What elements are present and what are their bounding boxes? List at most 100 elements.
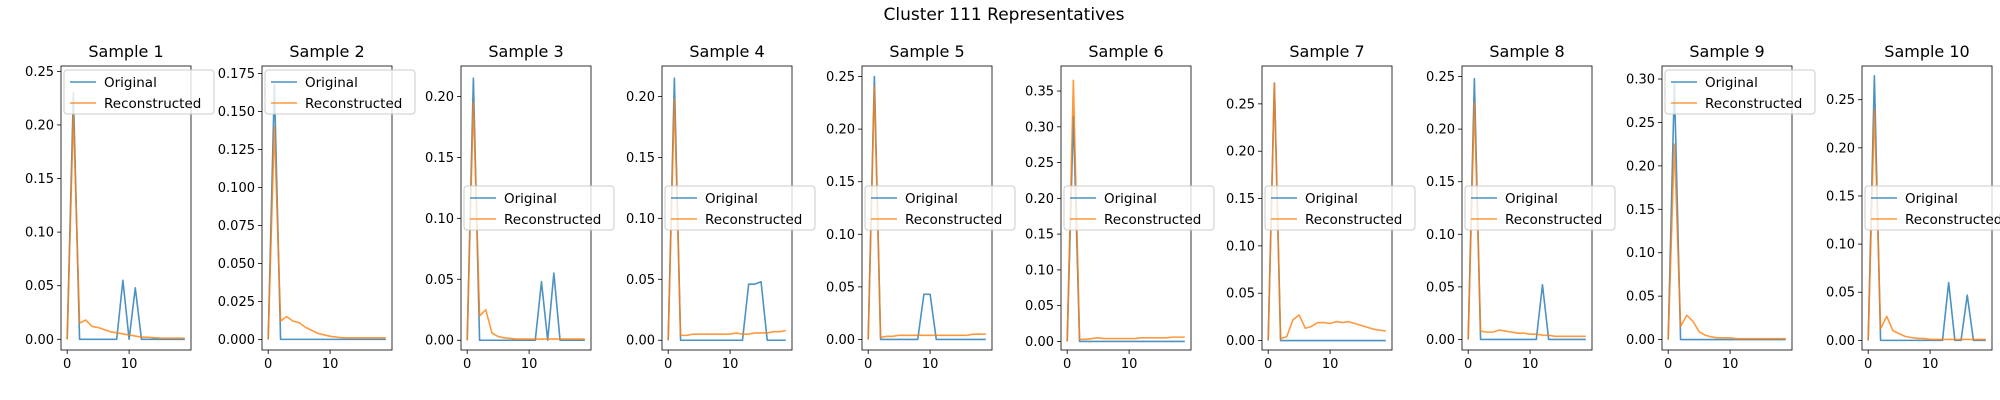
y-tick-label: 0.10 [1226,239,1255,254]
y-tick-label: 0.175 [218,67,255,82]
legend-label-original: Original [1705,75,1758,91]
subplot-4: Sample 4 0.00 0.05 0.10 0.15 0.20 0 10 Original R… [626,42,816,372]
y-tick-label: 0.15 [826,175,855,190]
subplot-1: Sample 1 0.00 0.05 0.10 0.15 0.20 0.25 0 10 Origi… [25,42,215,372]
y-tick-label: 0.000 [218,333,255,348]
x-tick-label: 10 [1922,357,1939,372]
y-tick-label: 0.150 [218,105,255,120]
legend-label-reconstructed: Reconstructed [1505,212,1602,228]
y-tick-label: 0.15 [1626,203,1655,218]
subplot-title: Sample 5 [889,42,964,61]
y-tick-label: 0.10 [826,228,855,243]
subplot-title: Sample 4 [689,42,764,61]
x-tick-label: 10 [1322,357,1339,372]
legend-label-original: Original [104,75,157,91]
y-tick-label: 0.00 [1626,333,1655,348]
y-tick-label: 0.050 [218,257,255,272]
y-tick-label: 0.05 [1025,299,1054,314]
subplot-title: Sample 3 [488,42,563,61]
subplot-title: Sample 10 [1884,42,1969,61]
subplot-title: Sample 7 [1289,42,1364,61]
x-tick-label: 0 [1264,357,1272,372]
y-tick-label: 0.20 [826,123,855,138]
series-line-reconstructed [867,86,986,340]
legend-label-original: Original [705,191,758,207]
legend-label-reconstructed: Reconstructed [305,96,402,112]
legend-label-reconstructed: Reconstructed [1905,212,2000,228]
series-line-original [66,91,185,341]
legend-box [1664,69,1816,115]
x-tick-label: 0 [1464,357,1472,372]
x-tick-label: 0 [1063,357,1071,372]
x-tick-label: 10 [121,357,138,372]
y-tick-label: 0.00 [1826,334,1855,349]
legend-label-original: Original [1905,191,1958,207]
x-tick-label: 10 [722,357,739,372]
series-line-reconstructed [1267,82,1386,341]
subplot-title: Sample 2 [289,42,364,61]
x-tick-label: 0 [63,357,71,372]
legend-label-reconstructed: Reconstructed [504,212,601,228]
y-tick-label: 0.25 [826,70,855,85]
legend: Original Reconstructed [1864,185,2000,231]
y-tick-label: 0.25 [1626,116,1655,131]
subplot-2: Sample 2 0.000 0.025 0.050 0.075 0.100 0.125 0.… [218,42,416,372]
legend: Original Reconstructed [1664,69,1816,115]
y-tick-label: 0.05 [1626,290,1655,305]
subplots: Sample 1 0.00 0.05 0.10 0.15 0.20 0.25 0 10 Origi… [25,42,2000,372]
y-tick-label: 0.15 [1025,228,1054,243]
series-line-original [1066,115,1185,343]
y-tick-label: 0.20 [1025,192,1054,207]
y-tick-label: 0.10 [1826,238,1855,253]
legend-label-original: Original [1305,191,1358,207]
y-tick-label: 0.20 [25,118,54,133]
series-line-reconstructed [1467,102,1586,340]
y-tick-label: 0.10 [626,212,655,227]
legend-label-original: Original [305,75,358,91]
y-tick-label: 0.00 [626,334,655,349]
subplot-7: Sample 7 0.00 0.05 0.10 0.15 0.20 0.25 0 10 Origi… [1226,42,1416,372]
subplot-5: Sample 5 0.00 0.05 0.10 0.15 0.20 0.25 0 10 Origi… [826,42,1016,372]
y-tick-label: 0.00 [1025,335,1054,350]
y-tick-label: 0.10 [1426,228,1455,243]
legend-box [664,185,816,231]
y-tick-label: 0.15 [1226,192,1255,207]
legend-label-original: Original [905,191,958,207]
legend: Original Reconstructed [1063,185,1215,231]
series-line-reconstructed [667,98,786,341]
y-tick-label: 0.25 [1826,93,1855,108]
legend-box [63,69,215,115]
y-tick-label: 0.05 [25,279,54,294]
legend-label-reconstructed: Reconstructed [1705,96,1802,112]
y-tick-label: 0.15 [25,172,54,187]
y-tick-label: 0.025 [218,295,255,310]
x-tick-label: 0 [463,357,471,372]
series-line-original [867,75,986,341]
series-line-reconstructed [1667,143,1786,340]
y-tick-label: 0.05 [1426,280,1455,295]
y-tick-label: 0.25 [1025,156,1054,171]
legend: Original Reconstructed [264,69,416,115]
subplot-10: Sample 10 0.00 0.05 0.10 0.15 0.20 0.25 0 10 Orig… [1826,42,2000,372]
y-tick-label: 0.35 [1025,85,1054,100]
subplot-title: Sample 8 [1489,42,1564,61]
y-tick-label: 0.20 [1826,141,1855,156]
series-line-original [667,77,786,342]
series-line-reconstructed [1867,108,1986,341]
y-tick-label: 0.20 [1226,145,1255,160]
subplot-9: Sample 9 0.00 0.05 0.10 0.15 0.20 0.25 0.30 0 10 O… [1626,42,1816,372]
x-tick-label: 0 [1864,357,1872,372]
y-tick-label: 0.30 [1025,120,1054,135]
subplot-8: Sample 8 0.00 0.05 0.10 0.15 0.20 0.25 0 10 Origi… [1426,42,1616,372]
y-tick-label: 0.00 [425,334,454,349]
legend-box [1464,185,1616,231]
legend-box [1063,185,1215,231]
series-line-reconstructed [66,113,185,340]
legend-label-original: Original [504,191,557,207]
legend: Original Reconstructed [664,185,816,231]
series-line-original [466,77,585,342]
series-line-original [267,83,386,341]
legend-label-original: Original [1505,191,1558,207]
y-tick-label: 0.100 [218,181,255,196]
